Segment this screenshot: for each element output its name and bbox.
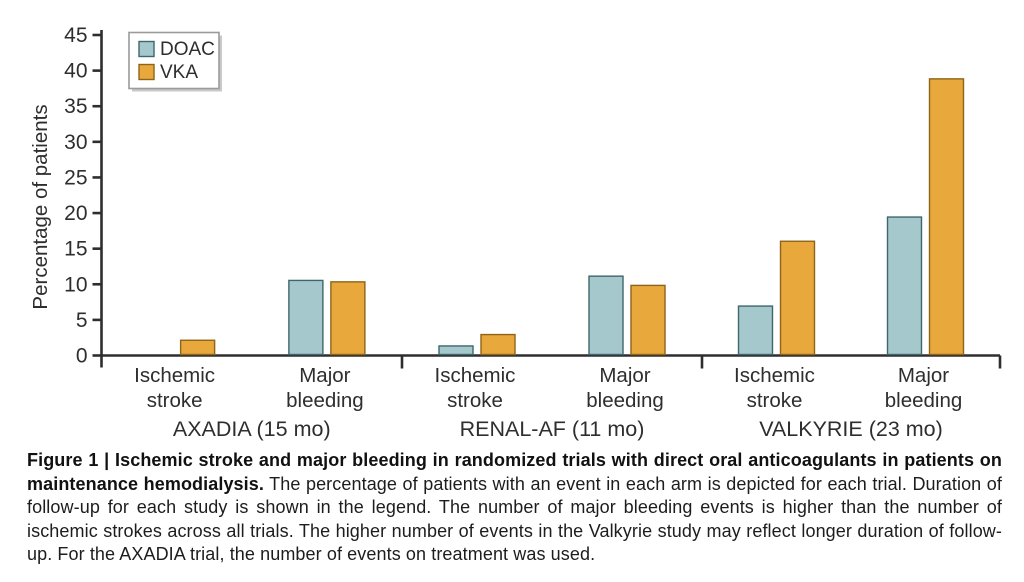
legend-swatch-VKA (138, 63, 155, 81)
y-tick-label: 40 (64, 60, 87, 83)
category-label-line1: Ischemic (134, 364, 215, 387)
y-tick-label: 45 (64, 24, 87, 47)
category-label-line1: Ischemic (734, 364, 815, 387)
y-tick-label: 5 (76, 309, 88, 332)
category-label-line2: stroke (747, 389, 803, 412)
y-tick-label: 30 (64, 131, 87, 154)
figure-caption-title: Figure 1 | Ischemic stroke and major ble… (27, 450, 1002, 494)
category-label-line2: bleeding (286, 389, 364, 412)
category-label-line2: stroke (147, 389, 203, 412)
bar-VKA-4 (779, 240, 816, 356)
bar-DOAC-1 (288, 279, 324, 356)
category-label-line2: bleeding (586, 389, 664, 412)
y-tick-label: 35 (64, 95, 87, 118)
figure-caption-body: The percentage of patients with an event… (27, 473, 1002, 565)
y-tick-label: 0 (76, 345, 88, 368)
bar-VKA-2 (480, 333, 516, 356)
bar-DOAC-4 (737, 305, 774, 356)
bar-DOAC-5 (886, 216, 923, 356)
y-axis-label: Percentage of patients (29, 104, 52, 309)
y-tick-label: 25 (64, 166, 87, 189)
bar-VKA-5 (928, 78, 965, 356)
category-label-line1: Major (599, 364, 650, 387)
bar-VKA-3 (630, 284, 666, 356)
category-label-line1: Ischemic (435, 364, 516, 387)
legend-label-DOAC: DOAC (160, 39, 215, 60)
y-tick-label: 20 (64, 202, 87, 225)
group-label: RENAL-AF (11 mo) (460, 417, 645, 441)
y-tick-label: 10 (64, 273, 87, 296)
bar-VKA-0 (179, 339, 216, 356)
figure-caption: Figure 1 | Ischemic stroke and major ble… (27, 449, 1002, 567)
category-label-line2: bleeding (885, 389, 963, 412)
category-label-line2: stroke (447, 389, 503, 412)
bar-VKA-1 (330, 281, 366, 356)
category-label-line1: Major (299, 364, 350, 387)
group-label: VALKYRIE (23 mo) (759, 417, 943, 441)
category-label-line1: Major (898, 364, 949, 387)
legend-swatch-DOAC (138, 40, 155, 58)
group-label: AXADIA (15 mo) (173, 417, 331, 441)
legend-label-VKA: VKA (160, 62, 198, 83)
bar-DOAC-3 (588, 275, 624, 356)
bar-chart: 0 5 10 15 20 25 30 35 40 45 Percentage of patients… (29, 24, 1002, 441)
bar-DOAC-2 (438, 345, 474, 356)
y-tick-label: 15 (64, 238, 87, 261)
